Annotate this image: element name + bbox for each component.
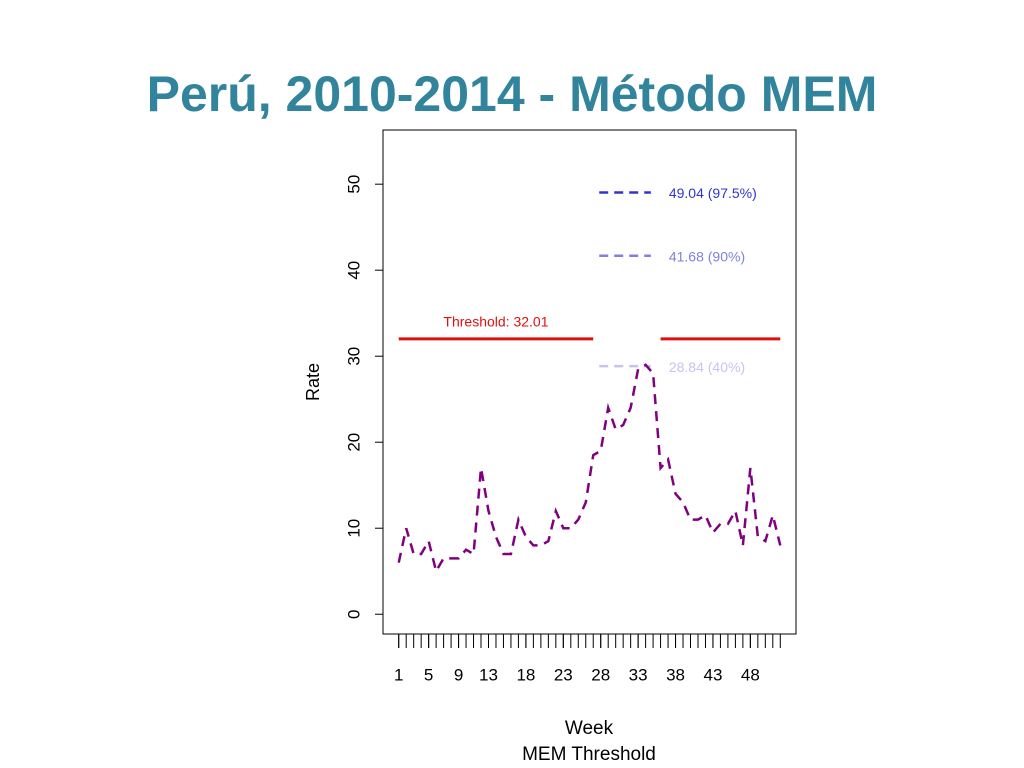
chart-subtitle: MEM Threshold bbox=[522, 744, 656, 765]
x-tick-label: 33 bbox=[629, 665, 648, 684]
x-tick-label: 9 bbox=[454, 665, 463, 684]
intensity-label: 49.04 (97.5%) bbox=[669, 185, 757, 201]
x-tick-label: 23 bbox=[554, 665, 573, 684]
x-tick-label: 28 bbox=[591, 665, 610, 684]
y-tick-label: 10 bbox=[344, 519, 363, 538]
y-tick-label: 40 bbox=[344, 261, 363, 280]
y-tick-label: 50 bbox=[344, 175, 363, 194]
x-tick-label: 38 bbox=[666, 665, 685, 684]
data-line bbox=[397, 363, 782, 575]
y-tick-label: 30 bbox=[344, 347, 363, 366]
x-tick-label: 48 bbox=[741, 665, 760, 684]
intensity-label: 41.68 (90%) bbox=[669, 248, 745, 264]
threshold-label: Threshold: 32.01 bbox=[443, 314, 548, 330]
intensity-label: 28.84 (40%) bbox=[669, 359, 745, 375]
x-tick-label: 43 bbox=[703, 665, 722, 684]
x-tick-label: 18 bbox=[516, 665, 535, 684]
y-axis-label: Rate bbox=[303, 363, 323, 401]
slide-title: Perú, 2010-2014 - Método MEM bbox=[147, 66, 878, 122]
y-tick-label: 0 bbox=[344, 609, 363, 618]
x-tick-label: 1 bbox=[394, 665, 403, 684]
x-tick-label: 5 bbox=[424, 665, 433, 684]
plot-frame bbox=[382, 129, 797, 635]
x-tick-label: 13 bbox=[479, 665, 498, 684]
y-tick-label: 20 bbox=[344, 433, 363, 452]
x-axis-label: Week bbox=[565, 718, 614, 739]
